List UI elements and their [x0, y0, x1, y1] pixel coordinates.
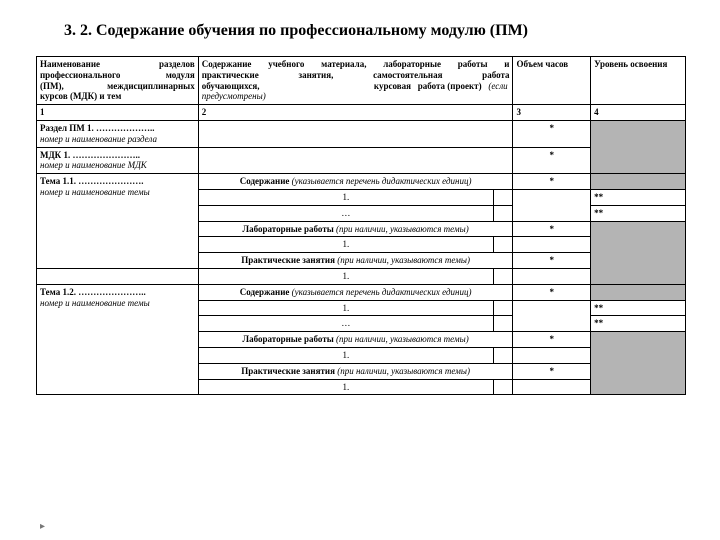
row-tema11-content: Тема 1.1. ………………….номер и наименование т… — [37, 174, 686, 190]
table-number-row: 1 2 3 4 — [37, 105, 686, 121]
col-header-4: Уровень освоения — [591, 57, 686, 105]
page-title: 3. 2. Содержание обучения по профессиона… — [0, 0, 720, 56]
corner-marker-icon: ▸ — [40, 521, 45, 532]
row-mdk: МДК 1. …………………..номер и наименование МДК… — [37, 147, 686, 174]
curriculum-table: Наименование разделов профессионального … — [36, 56, 686, 395]
col-header-3: Объем часов — [513, 57, 591, 105]
col-header-1: Наименование разделов профессионального … — [37, 57, 199, 105]
table-header-row: Наименование разделов профессионального … — [37, 57, 686, 105]
col-header-2: Содержание учебного материала, лаборатор… — [198, 57, 513, 105]
row-tema12-content: Тема 1.2. …………………..номер и наименование … — [37, 284, 686, 300]
row-between: 1. — [37, 268, 686, 284]
row-razdel: Раздел ПМ 1. ………………..номер и наименовани… — [37, 120, 686, 147]
